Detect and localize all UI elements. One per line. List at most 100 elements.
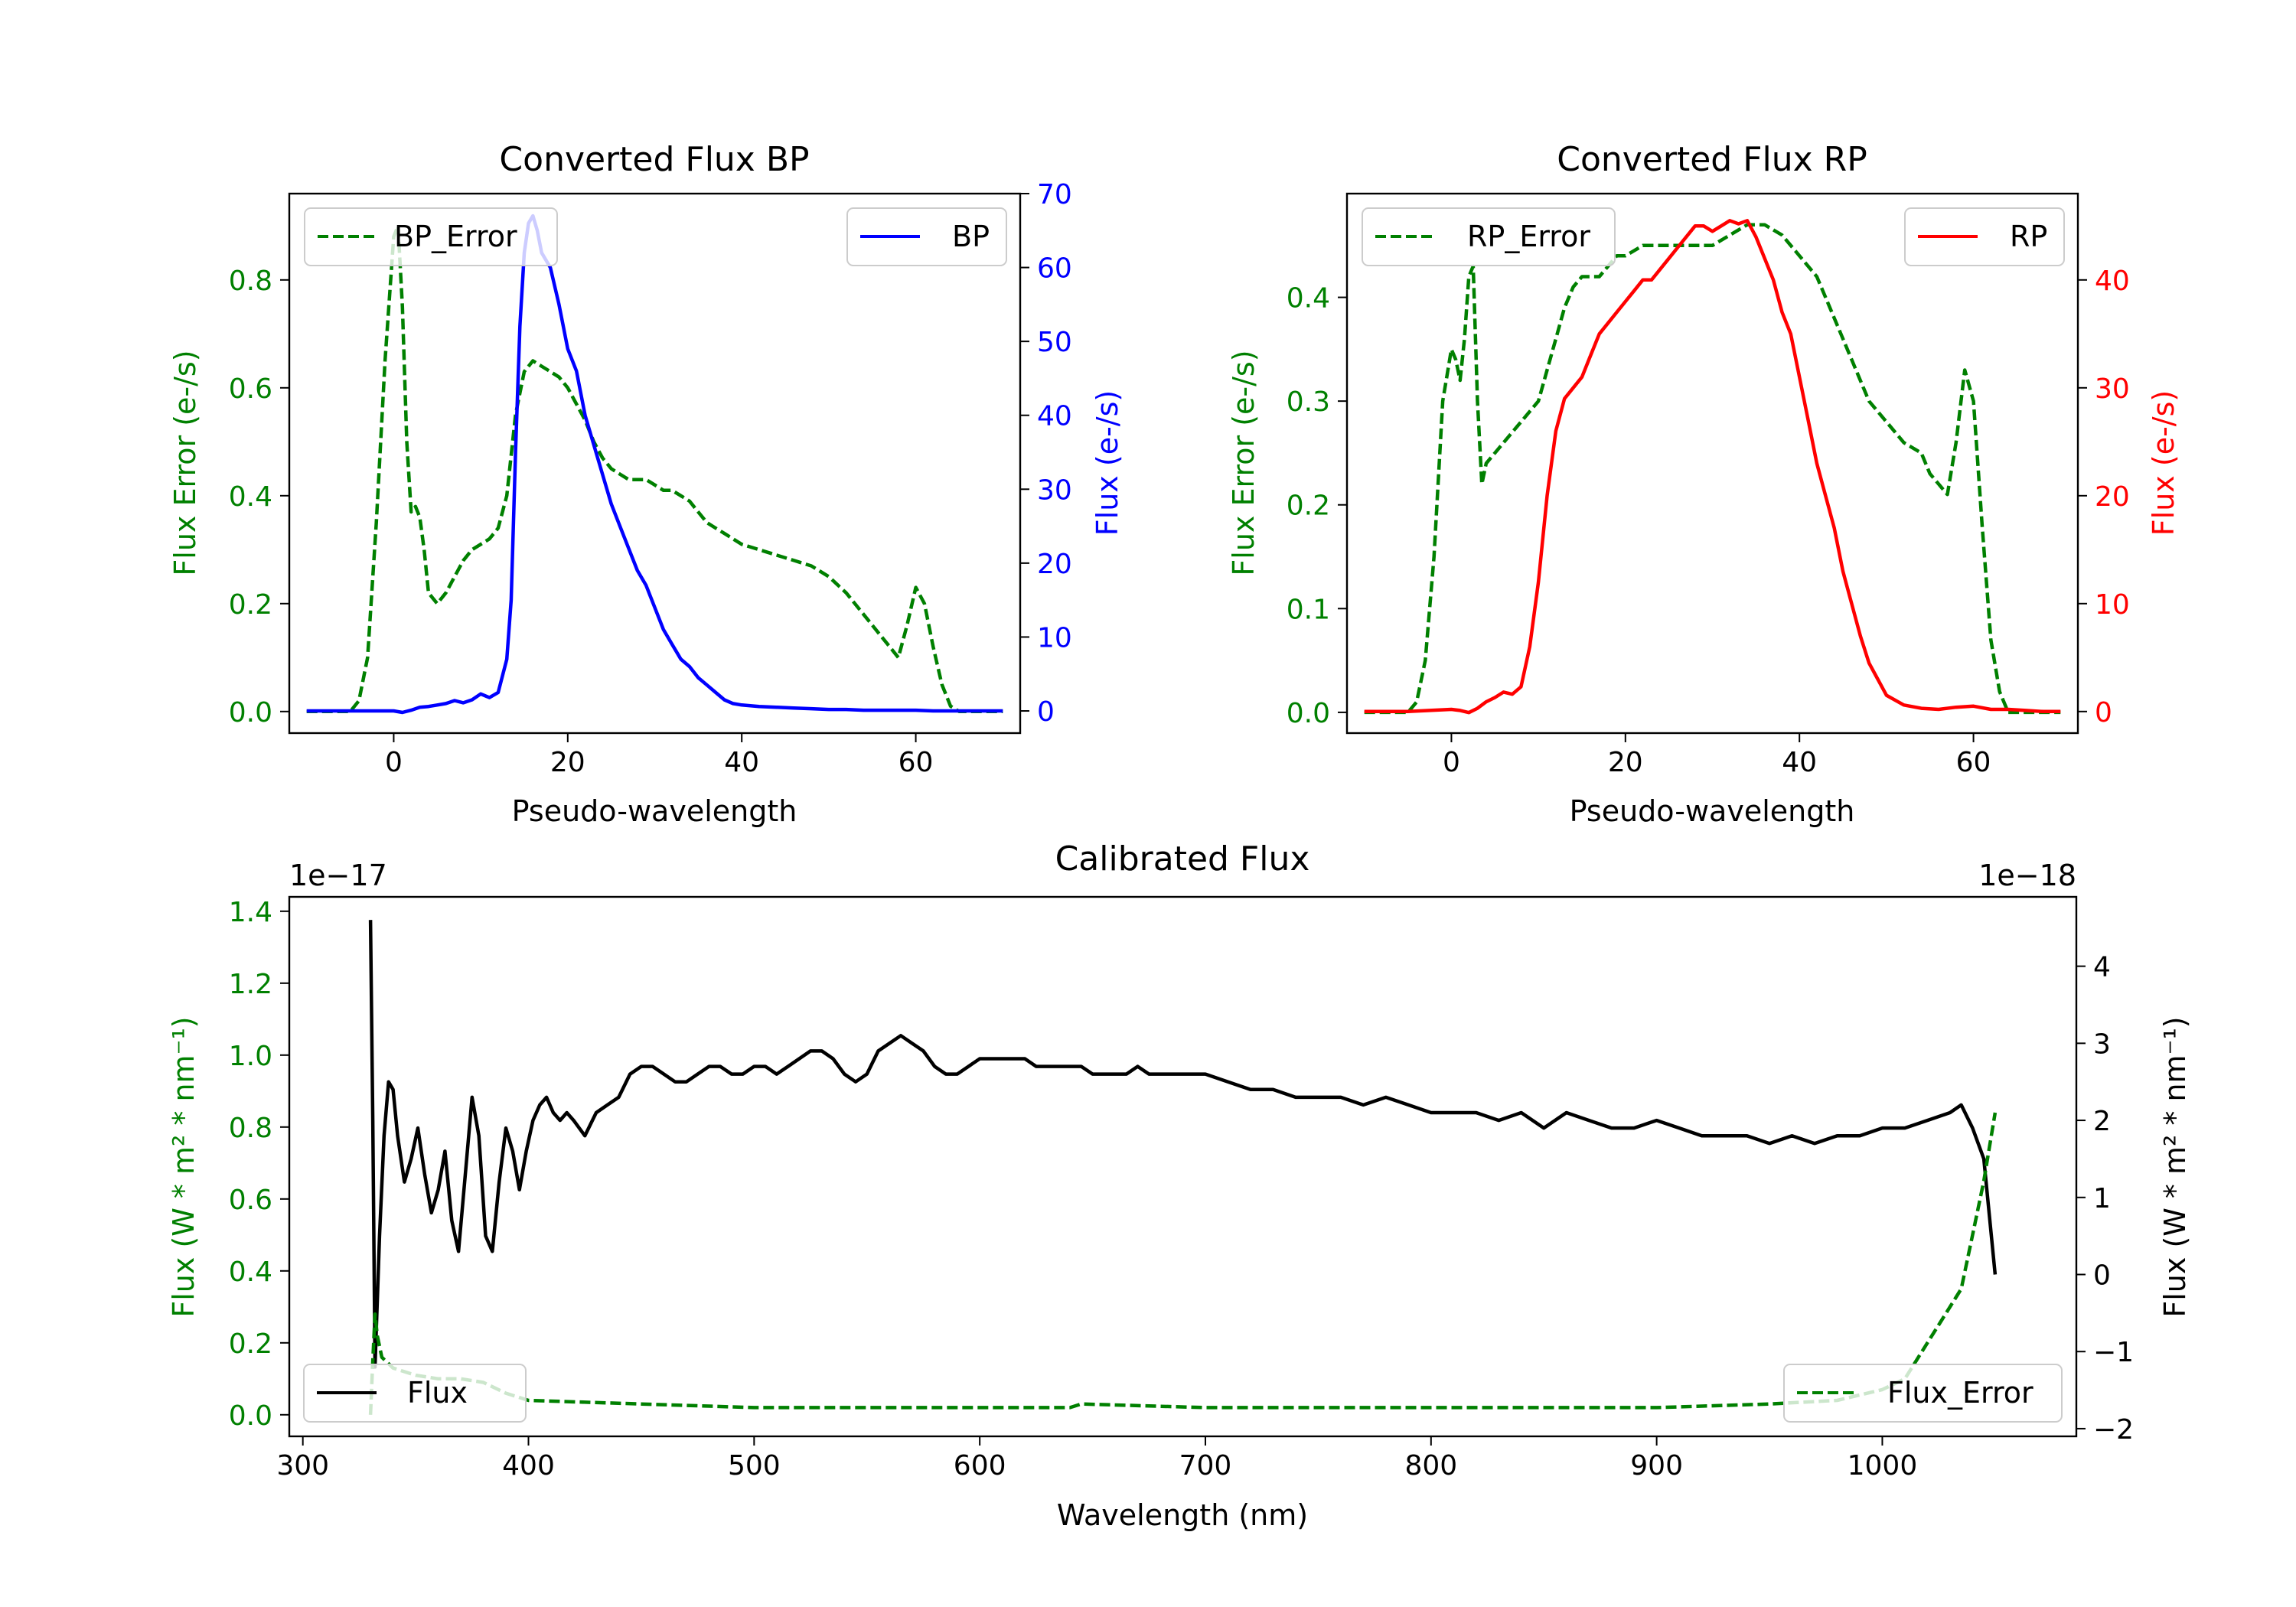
cal-xtick-label: 900: [1630, 1450, 1683, 1482]
bp-axes-frame: [288, 192, 1022, 735]
rp-ytick-right-label: 20: [2095, 481, 2130, 513]
cal-offset-right: 1e−18: [1978, 859, 2076, 892]
cal-legend-flux-box: [303, 1364, 527, 1423]
cal-ytick-left-label: 1.2: [229, 969, 272, 1000]
rp-xtick-label: 40: [1782, 747, 1817, 778]
rp-legend-error[interactable]: RP_Error: [1362, 207, 1616, 266]
rp-ytick-left-label: 0.0: [1287, 698, 1330, 729]
cal-ytick-right-label: 2: [2093, 1106, 2111, 1137]
bp-ytick-left-label: 0.0: [229, 697, 272, 729]
bp-ytick-right-label: 30: [1037, 474, 1072, 506]
cal-ytick-right-label: 4: [2093, 952, 2111, 983]
rp-ytick-left-label: 0.1: [1287, 594, 1330, 625]
bp-ylabel-right: Flux (e-/s): [1091, 390, 1124, 536]
cal-series-flux: [368, 920, 1998, 1369]
bp-ytick-right-label: 60: [1037, 253, 1072, 285]
rp-ytick-right-label: 30: [2095, 373, 2130, 405]
cal-ytick-left-label: 0.2: [229, 1328, 272, 1360]
cal-xtick-label: 400: [502, 1450, 555, 1482]
bp-xtick-label: 40: [724, 747, 759, 778]
cal-ytick-right-label: 3: [2093, 1028, 2111, 1060]
rp-legend-flux-label: RP: [2010, 220, 2047, 253]
rp-ytick-right-label: 10: [2095, 589, 2130, 621]
bp-ytick-right-label: 40: [1037, 401, 1072, 432]
panel-rp: Converted Flux RP 0 20 40 60 0.0 0.1 0.2 0.3 0.4…: [1227, 140, 2180, 828]
cal-xlabel: Wavelength (nm): [1057, 1498, 1308, 1532]
rp-lines: [1364, 219, 2061, 715]
rp-xtick-label: 20: [1608, 747, 1643, 778]
cal-ytick-left-label: 0.4: [229, 1257, 272, 1288]
bp-series-bp: [306, 214, 1003, 715]
rp-ytick-left-label: 0.2: [1287, 491, 1330, 522]
rp-series-rp: [1364, 219, 2061, 715]
cal-legend-error-box: [1783, 1364, 2063, 1423]
bp-ytick-left-label: 0.6: [229, 373, 272, 405]
cal-ytick-left-label: 0.0: [229, 1400, 272, 1432]
cal-xtick-label: 600: [954, 1450, 1006, 1482]
rp-legend-error-box: [1362, 207, 1616, 266]
bp-lines: [306, 214, 1003, 715]
cal-ytick-right-label: 1: [2093, 1183, 2111, 1214]
bp-ytick-left-label: 0.4: [229, 481, 272, 513]
cal-ytick-right-label: 0: [2093, 1260, 2111, 1292]
cal-axes-frame: [288, 895, 2078, 1438]
cal-ylabel-left: Flux (W * m² * nm⁻¹): [167, 1016, 201, 1317]
bp-legend-error-label: BP_Error: [394, 220, 517, 253]
cal-xtick-label: 300: [276, 1450, 329, 1482]
bp-xtick-label: 60: [899, 747, 934, 778]
cal-series-flux-error: [368, 1112, 1998, 1415]
cal-xtick-label: 500: [728, 1450, 781, 1482]
panel-bp: Converted Flux BP 0 20 40 60 0.0 0.2 0.4 0.6 0.8…: [168, 140, 1124, 828]
rp-ylabel-left: Flux Error (e-/s): [1227, 350, 1261, 575]
cal-ticks: 300 400 500 600 700 800 900 1000 0.0 0.2 0.4 0.6 0.8…: [229, 897, 2134, 1482]
bp-title: Converted Flux BP: [499, 140, 809, 179]
cal-legend-flux-label: Flux: [407, 1376, 468, 1410]
rp-legend-flux[interactable]: RP: [1904, 207, 2065, 266]
rp-xtick-label: 0: [1443, 747, 1460, 778]
bp-ytick-right-label: 10: [1037, 622, 1072, 654]
cal-ytick-left-label: 0.8: [229, 1113, 272, 1144]
rp-legend-flux-box: [1904, 207, 2065, 266]
rp-ticks: 0 20 40 60 0.0 0.1 0.2 0.3 0.4 0 10 20 30 40: [1287, 266, 2130, 778]
bp-ytick-left-label: 0.8: [229, 266, 272, 297]
cal-offset-left: 1e−17: [289, 859, 387, 892]
bp-xlabel: Pseudo-wavelength: [512, 794, 797, 828]
bp-legend-flux[interactable]: BP: [846, 207, 1007, 266]
cal-xtick-label: 700: [1179, 1450, 1232, 1482]
rp-ytick-left-label: 0.3: [1287, 386, 1330, 418]
bp-ticks: 0 20 40 60 0.0 0.2 0.4 0.6 0.8 0 10 20 30 40 50 60 70: [229, 179, 1072, 778]
bp-legend-flux-box: [846, 207, 1007, 266]
bp-legend-error-box: [304, 207, 558, 266]
bp-xtick-label: 20: [550, 747, 585, 778]
rp-ytick-right-label: 0: [2095, 697, 2112, 729]
cal-legend-error[interactable]: Flux_Error: [1783, 1364, 2063, 1423]
rp-series-rp-error: [1364, 223, 2061, 715]
bp-ytick-right-label: 20: [1037, 549, 1072, 580]
cal-xtick-label: 800: [1404, 1450, 1457, 1482]
cal-legend-flux[interactable]: Flux: [303, 1364, 527, 1423]
bp-legend-flux-label: BP: [952, 220, 990, 253]
bp-legend-error[interactable]: BP_Error: [304, 207, 558, 266]
cal-ytick-right-label: −1: [2093, 1337, 2134, 1368]
rp-legend-error-label: RP_Error: [1467, 220, 1590, 253]
panel-cal: Calibrated Flux 1e−17 1e−18 300 400 500 600…: [167, 839, 2192, 1532]
rp-title: Converted Flux RP: [1557, 140, 1867, 179]
rp-ytick-left-label: 0.4: [1287, 283, 1330, 315]
cal-ytick-left-label: 1.4: [229, 897, 272, 928]
cal-lines: [368, 920, 1998, 1415]
rp-xtick-label: 60: [1956, 747, 1991, 778]
rp-ylabel-right: Flux (e-/s): [2147, 390, 2180, 536]
cal-legend-error-label: Flux_Error: [1887, 1376, 2033, 1410]
cal-xtick-label: 1000: [1848, 1450, 1918, 1482]
bp-series-bp-error: [306, 224, 1003, 714]
rp-ytick-right-label: 40: [2095, 266, 2130, 297]
bp-ytick-right-label: 50: [1037, 327, 1072, 358]
cal-ylabel-right: Flux (W * m² * nm⁻¹): [2158, 1016, 2192, 1317]
bp-ytick-left-label: 0.2: [229, 589, 272, 621]
bp-xtick-label: 0: [385, 747, 403, 778]
bp-ytick-right-label: 0: [1037, 696, 1055, 728]
bp-ylabel-left: Flux Error (e-/s): [168, 350, 202, 575]
rp-xlabel: Pseudo-wavelength: [1570, 794, 1855, 828]
bp-ytick-right-label: 70: [1037, 179, 1072, 210]
